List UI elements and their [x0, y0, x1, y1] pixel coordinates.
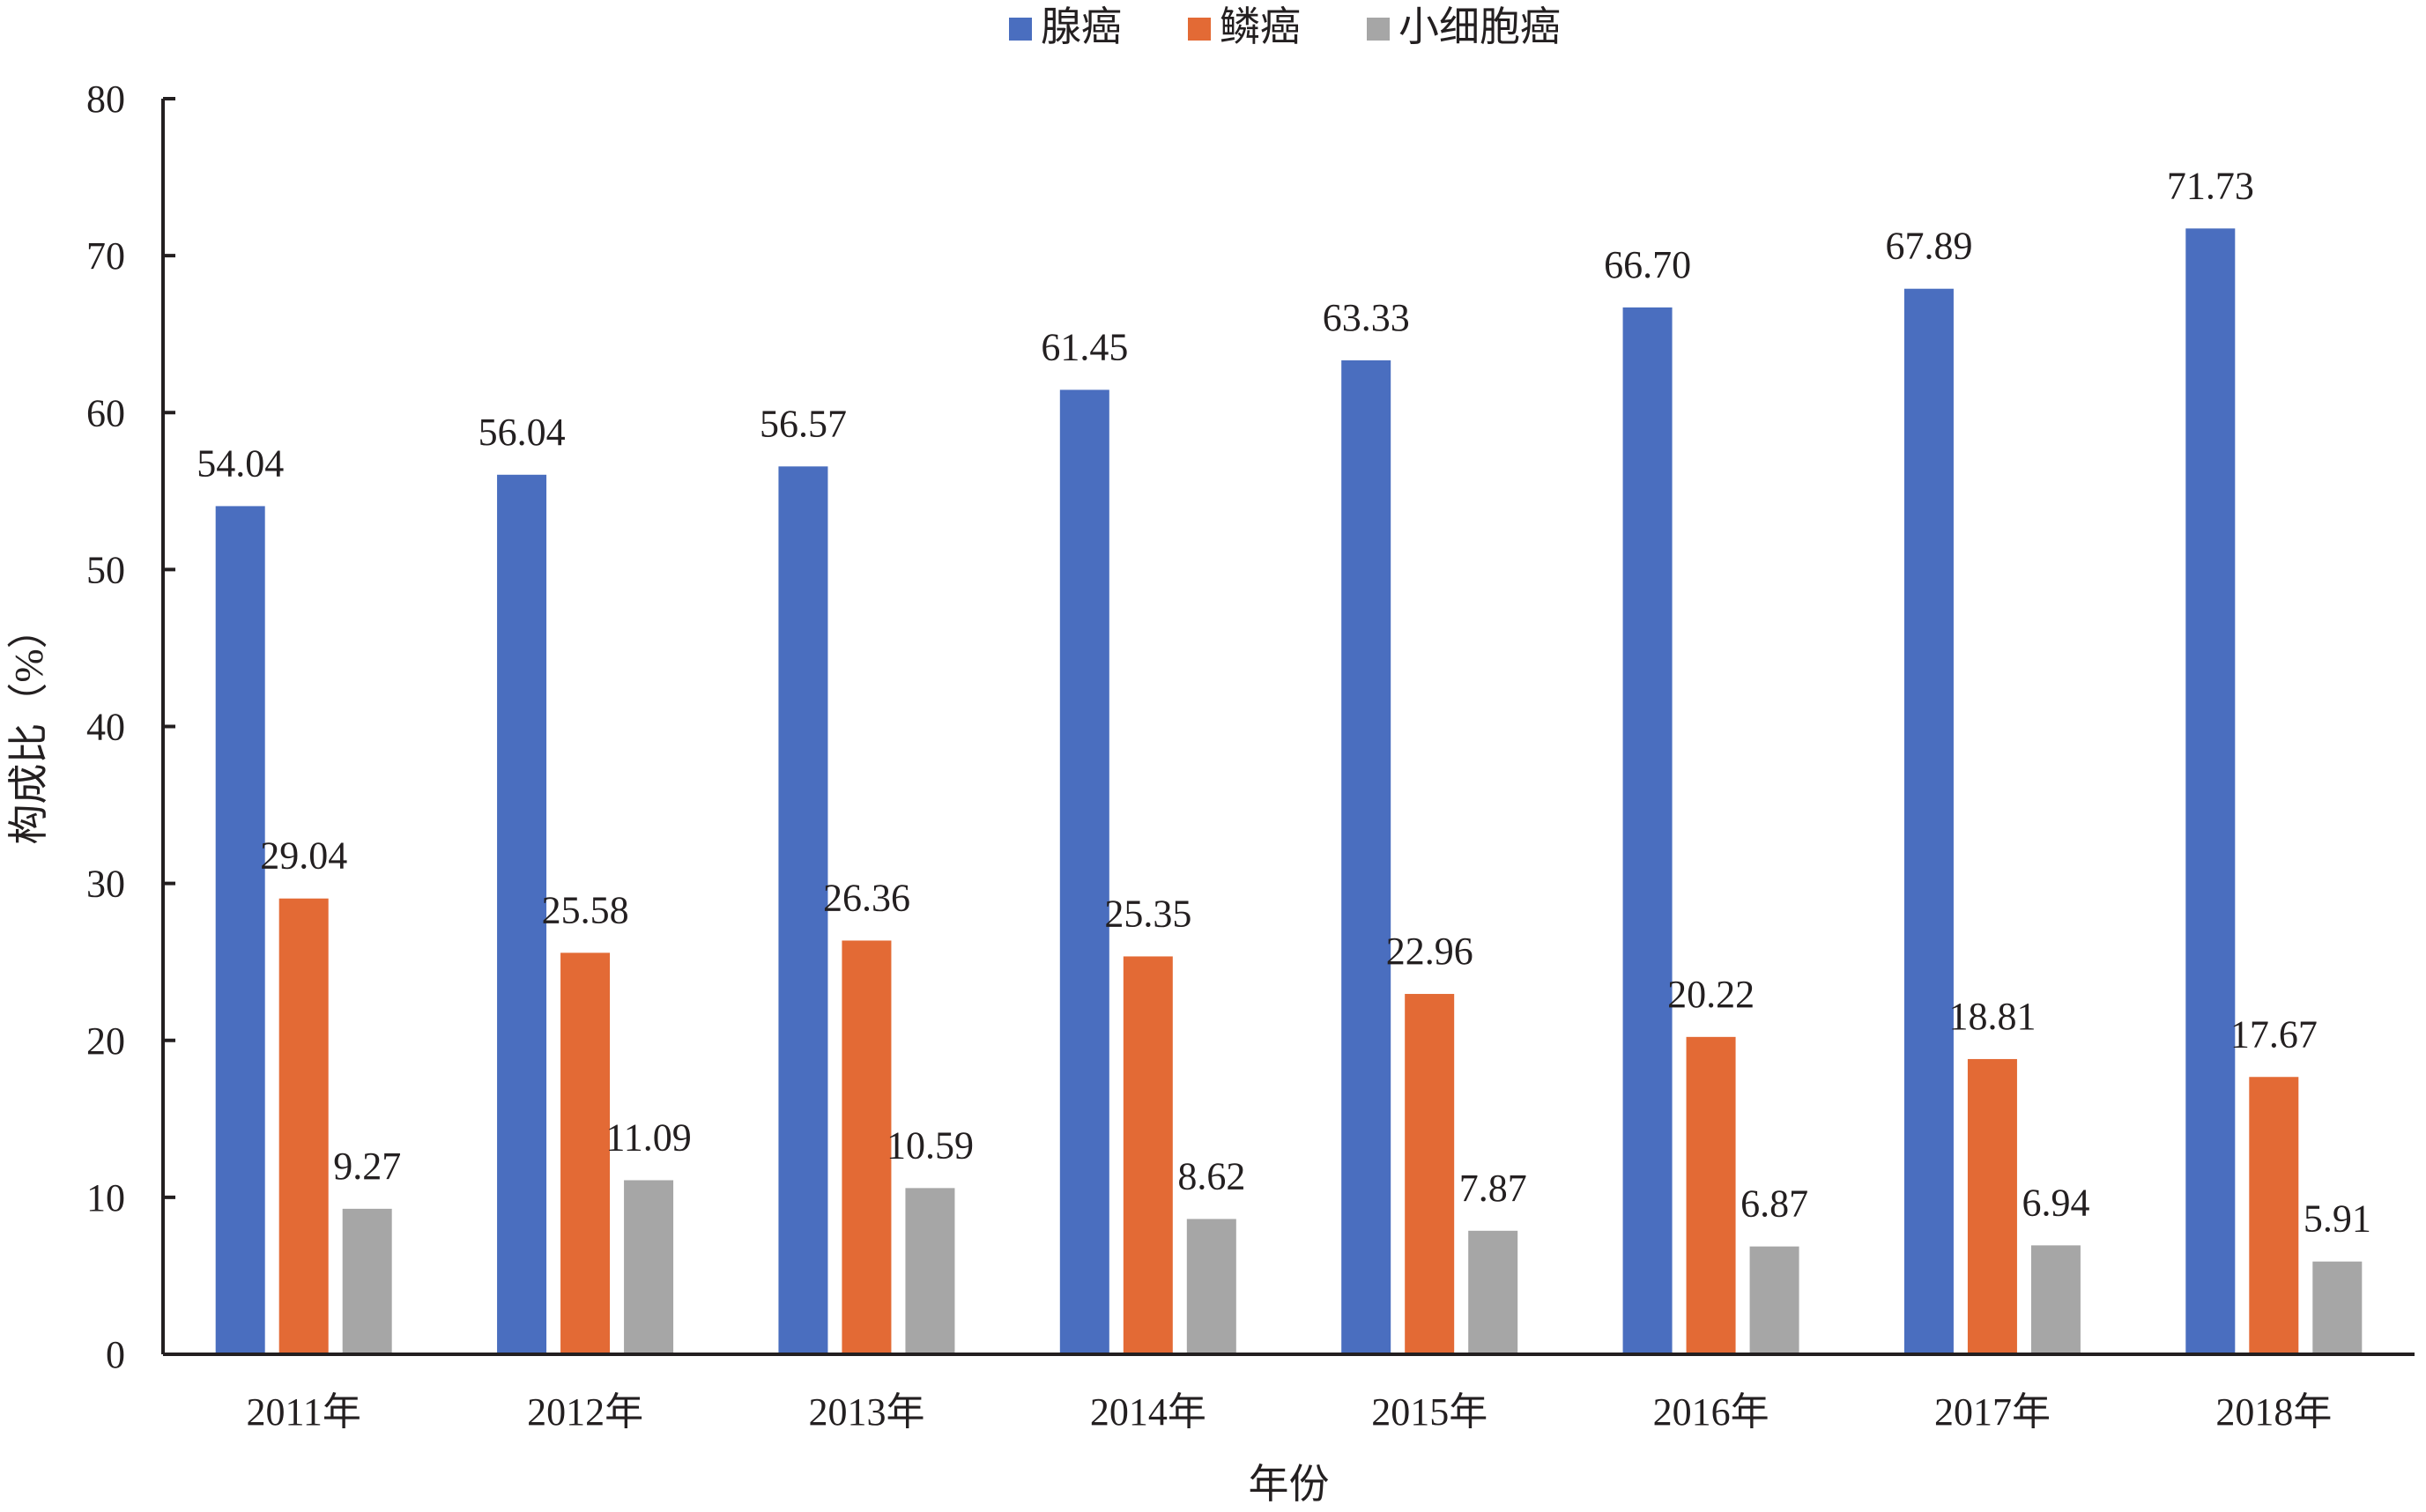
data-label: 71.73 — [2167, 164, 2254, 207]
x-tick-label: 2018年 — [2215, 1390, 2332, 1434]
bar-鳞癌-2017年 — [1967, 1058, 2017, 1354]
bar-鳞癌-2014年 — [1123, 956, 1173, 1354]
x-tick-label: 2012年 — [527, 1390, 643, 1434]
data-label: 63.33 — [1323, 296, 1410, 339]
y-tick-label: 10 — [86, 1176, 125, 1219]
data-label: 6.94 — [2022, 1181, 2089, 1224]
x-axis-title: 年份 — [1249, 1462, 1330, 1507]
y-tick-label: 40 — [86, 706, 125, 749]
data-label: 5.91 — [2304, 1197, 2371, 1241]
data-label: 20.22 — [1667, 973, 1755, 1016]
data-label: 6.87 — [1740, 1182, 1808, 1226]
bar-腺癌-2012年 — [497, 474, 547, 1354]
bar-腺癌-2017年 — [1903, 288, 1954, 1355]
data-label: 67.89 — [1885, 225, 1972, 268]
data-label: 29.04 — [260, 834, 347, 878]
bar-鳞癌-2013年 — [842, 940, 892, 1354]
y-tick-label: 0 — [106, 1333, 125, 1376]
data-label: 22.96 — [1386, 930, 1473, 973]
bar-小细胞癌-2011年 — [342, 1208, 392, 1354]
bar-腺癌-2013年 — [778, 466, 828, 1354]
bar-小细胞癌-2012年 — [624, 1180, 674, 1354]
data-label: 7.87 — [1459, 1167, 1527, 1210]
legend-swatch — [1188, 18, 1211, 41]
x-tick-label: 2016年 — [1653, 1390, 1769, 1434]
x-tick-label: 2011年 — [247, 1390, 361, 1434]
y-tick-label: 20 — [86, 1019, 125, 1063]
data-label: 61.45 — [1041, 325, 1128, 368]
data-label: 25.58 — [542, 888, 629, 931]
bar-小细胞癌-2016年 — [1749, 1246, 1799, 1354]
data-labels: 54.04 29.04 9.27 56.04 25.58 11.09 56.57 26.36 1… — [197, 164, 2371, 1240]
data-label: 25.35 — [1104, 892, 1191, 935]
y-tick-label: 60 — [86, 391, 125, 434]
data-label: 56.04 — [479, 411, 566, 454]
bars — [215, 228, 2363, 1355]
legend-label: 腺癌 — [1041, 4, 1122, 49]
bar-鳞癌-2015年 — [1405, 994, 1455, 1354]
bar-小细胞癌-2014年 — [1186, 1219, 1236, 1354]
legend-label: 小细胞癌 — [1398, 4, 1561, 49]
axes: 2011年 2012年 2013年 2014年 2015年 2016年 2017年 2018年… — [86, 78, 2415, 1434]
bar-小细胞癌-2013年 — [905, 1188, 955, 1354]
y-tick-label: 70 — [86, 234, 125, 278]
legend-label: 鳞癌 — [1220, 4, 1301, 49]
bar-腺癌-2014年 — [1059, 389, 1109, 1354]
bar-鳞癌-2018年 — [2249, 1077, 2299, 1354]
data-label: 10.59 — [887, 1123, 974, 1167]
bar-腺癌-2018年 — [2185, 228, 2236, 1355]
data-label: 56.57 — [760, 402, 847, 445]
x-tick-label: 2015年 — [1371, 1390, 1488, 1434]
data-label: 26.36 — [823, 876, 910, 919]
bar-鳞癌-2011年 — [278, 898, 329, 1354]
bar-小细胞癌-2017年 — [2030, 1245, 2081, 1354]
bar-腺癌-2016年 — [1622, 307, 1673, 1354]
data-label: 9.27 — [333, 1145, 401, 1188]
x-tick-label: 2014年 — [1090, 1390, 1206, 1434]
y-tick-label: 80 — [86, 78, 125, 121]
legend: 腺癌 鳞癌 小细胞癌 — [1009, 4, 1561, 49]
bar-腺癌-2015年 — [1341, 359, 1391, 1355]
data-label: 18.81 — [1948, 995, 2036, 1038]
y-tick-label: 50 — [86, 548, 125, 591]
x-tick-label: 2017年 — [1934, 1390, 2051, 1434]
data-label: 54.04 — [197, 441, 284, 485]
legend-swatch — [1009, 18, 1032, 41]
bar-鳞癌-2012年 — [560, 952, 611, 1354]
data-label: 17.67 — [2230, 1012, 2318, 1056]
y-axis-title: 构成比（%） — [6, 608, 51, 844]
bar-腺癌-2011年 — [215, 506, 265, 1354]
data-label: 66.70 — [1604, 243, 1691, 286]
data-label: 8.62 — [1177, 1154, 1245, 1197]
bar-小细胞癌-2015年 — [1468, 1230, 1518, 1354]
bar-鳞癌-2016年 — [1686, 1036, 1736, 1354]
legend-swatch — [1367, 18, 1390, 41]
bar-小细胞癌-2018年 — [2312, 1261, 2363, 1354]
x-tick-label: 2013年 — [808, 1390, 924, 1434]
data-label: 11.09 — [605, 1115, 691, 1159]
y-tick-label: 30 — [86, 863, 125, 906]
